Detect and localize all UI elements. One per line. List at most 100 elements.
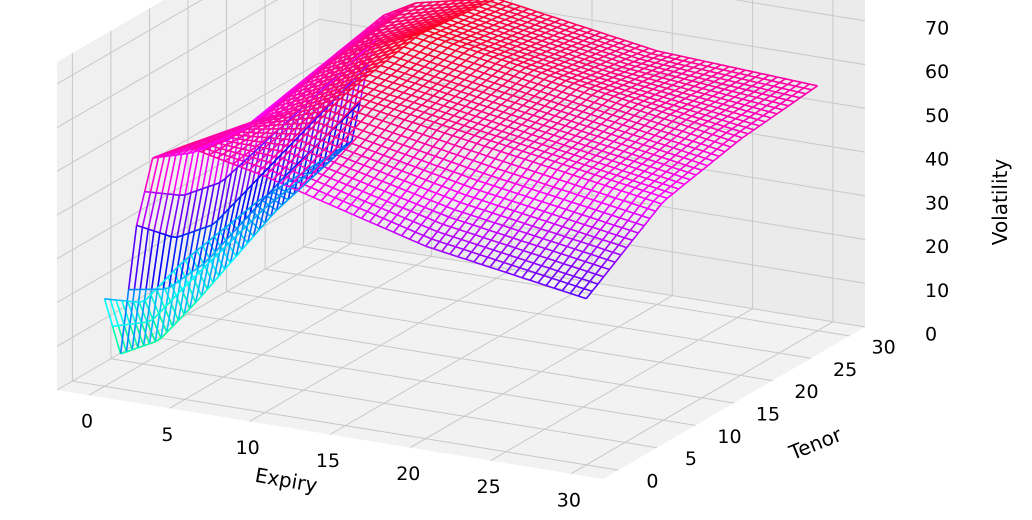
- surface-wire-segment: [292, 96, 300, 103]
- surface-wire-segment: [582, 71, 592, 76]
- surface-wire-segment: [698, 93, 706, 99]
- surface-wire-segment: [753, 87, 761, 93]
- surface-wire-segment: [494, 82, 503, 87]
- surface-wire-segment: [505, 271, 515, 276]
- surface-wire-segment: [753, 71, 762, 75]
- surface-wire-segment: [414, 124, 422, 133]
- surface-wire-segment: [457, 21, 467, 27]
- surface-wire-segment: [650, 83, 660, 87]
- surface-wire-segment: [523, 29, 532, 34]
- surface-wire-segment: [689, 106, 696, 111]
- surface-wire-segment: [348, 127, 356, 135]
- surface-wire-segment: [422, 25, 429, 30]
- surface-wire-segment: [446, 93, 456, 98]
- surface-wire-segment: [548, 24, 558, 29]
- surface-wire-segment: [635, 97, 644, 102]
- surface-wire-segment: [537, 181, 546, 186]
- surface-wire-segment: [535, 121, 544, 126]
- surface-wire-segment: [546, 107, 554, 114]
- surface-wire-segment: [629, 97, 637, 103]
- surface-wire-segment: [559, 280, 569, 285]
- surface-wire-segment: [198, 266, 206, 273]
- surface-wire-segment: [382, 113, 389, 122]
- surface-wire-segment: [536, 148, 545, 153]
- surface-wire-segment: [311, 94, 318, 101]
- surface-wire-segment: [521, 205, 529, 214]
- surface-wire-segment: [519, 195, 527, 205]
- surface-wire-segment: [559, 32, 568, 37]
- surface-wire-segment: [370, 187, 378, 196]
- surface-wire-segment: [599, 42, 606, 47]
- surface-wire-segment: [437, 59, 445, 66]
- surface-wire-segment: [606, 79, 616, 84]
- surface-wire-segment: [503, 111, 512, 116]
- surface-wire-segment: [658, 54, 668, 58]
- surface-wire-segment: [447, 178, 457, 183]
- surface-wire-segment: [467, 67, 477, 72]
- surface-wire-segment: [479, 24, 489, 29]
- surface-wire-segment: [577, 42, 586, 47]
- surface-wire-segment: [299, 139, 309, 145]
- surface-wire-segment: [535, 201, 543, 210]
- surface-wire-segment: [582, 106, 590, 113]
- surface-wire-segment: [323, 97, 331, 104]
- surface-wire-segment: [372, 108, 381, 113]
- surface-wire-segment: [412, 150, 420, 158]
- surface-wire-segment: [535, 76, 545, 81]
- surface-wire-segment: [562, 158, 570, 165]
- surface-wire-segment: [453, 171, 462, 176]
- surface-wire-segment: [623, 146, 631, 153]
- surface-wire-segment: [659, 105, 669, 110]
- surface-wire-segment: [383, 25, 390, 31]
- surface-wire-segment: [562, 21, 569, 26]
- surface-wire-segment: [392, 77, 400, 84]
- surface-wire-segment: [593, 199, 602, 204]
- surface-wire-segment: [645, 197, 654, 203]
- surface-wire-segment: [468, 1, 475, 7]
- surface-wire-segment: [407, 106, 417, 111]
- surface-wire-segment: [741, 74, 748, 80]
- surface-wire-segment: [370, 126, 378, 135]
- surface-wire-segment: [699, 117, 709, 122]
- surface-wire-segment: [637, 103, 647, 108]
- surface-wire-segment: [587, 152, 597, 157]
- surface-wire-segment: [458, 37, 466, 43]
- surface-wire-segment: [603, 55, 613, 60]
- surface-wire-segment: [567, 127, 574, 134]
- surface-wire-segment: [302, 84, 309, 91]
- surface-wire-segment: [496, 225, 504, 234]
- surface-wire-segment: [702, 145, 710, 152]
- surface-wire-segment: [274, 101, 282, 108]
- surface-wire-segment: [696, 128, 705, 133]
- surface-wire-segment: [500, 150, 510, 155]
- surface-wire-segment: [420, 124, 429, 129]
- surface-wire-segment: [454, 29, 463, 35]
- surface-wire-segment: [658, 194, 668, 200]
- surface-wire-segment: [683, 78, 693, 82]
- surface-wire-segment: [809, 83, 818, 87]
- surface-wire-segment: [700, 99, 708, 104]
- surface-wire-segment: [449, 100, 458, 105]
- surface-wire-segment: [346, 124, 356, 129]
- surface-wire-segment: [589, 55, 599, 60]
- surface-wire-segment: [731, 128, 741, 133]
- surface-wire-segment: [583, 287, 593, 293]
- surface-wire-segment: [436, 223, 444, 233]
- surface-wire-segment: [569, 255, 578, 260]
- surface-wire-segment: [562, 117, 572, 122]
- surface-wire-segment: [696, 87, 703, 93]
- surface-wire-segment: [363, 34, 371, 40]
- surface-wire-segment: [513, 267, 521, 276]
- surface-wire-segment: [652, 173, 661, 178]
- surface-wire-segment: [466, 40, 474, 45]
- surface-wire-segment: [514, 143, 521, 150]
- surface-wire-segment: [433, 182, 443, 187]
- surface-wire-segment: [349, 133, 358, 138]
- surface-wire-segment: [407, 101, 415, 108]
- surface-wire-segment: [328, 109, 337, 115]
- surface-wire-segment: [478, 145, 486, 154]
- surface-wire-segment: [400, 58, 409, 63]
- surface-wire-segment: [503, 133, 511, 140]
- surface-wire-segment: [268, 106, 276, 112]
- surface-wire-segment: [500, 37, 507, 42]
